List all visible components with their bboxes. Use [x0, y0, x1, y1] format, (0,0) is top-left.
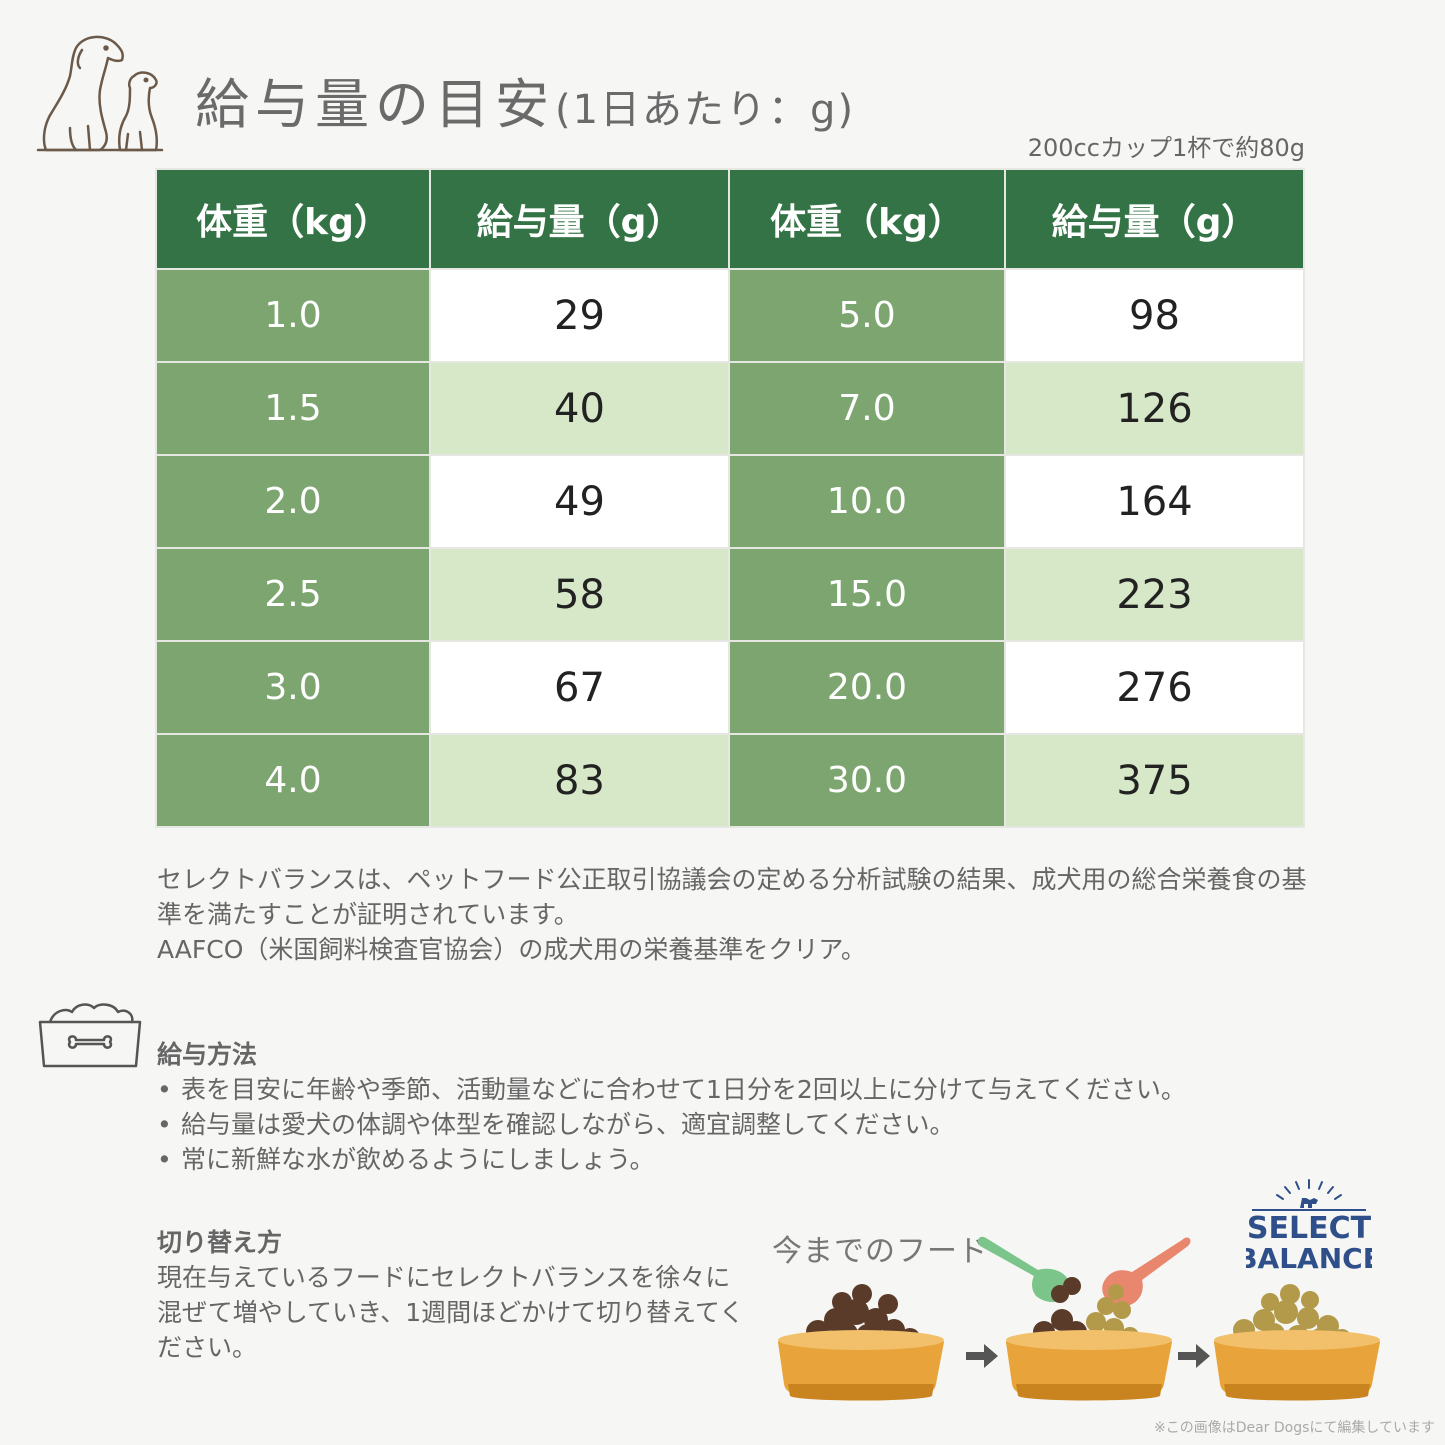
weight-cell: 30.0 [728, 733, 1006, 828]
table-row: 3.0 67 20.0 276 [155, 640, 1305, 735]
certification-notes: セレクトバランスは、ペットフード公正取引協議会の定める分析試験の結果、成犬用の総… [157, 862, 1317, 967]
table-row: 1.5 40 7.0 126 [155, 361, 1305, 456]
weight-cell: 1.0 [155, 268, 431, 363]
table-row: 2.5 58 15.0 223 [155, 547, 1305, 642]
feeding-method-list: 表を目安に年齢や季節、活動量などに合わせて1日分を2回以上に分けて与えてください… [157, 1072, 1257, 1177]
amount-cell: 375 [1004, 733, 1305, 828]
weight-cell: 7.0 [728, 361, 1006, 456]
list-item: 表を目安に年齢や季節、活動量などに合わせて1日分を2回以上に分けて与えてください… [157, 1072, 1257, 1107]
amount-cell: 164 [1004, 454, 1305, 549]
title-main: 給与量の目安 [195, 73, 555, 136]
amount-cell: 276 [1004, 640, 1305, 735]
arrow-right-icon [966, 1344, 998, 1368]
weight-cell: 4.0 [155, 733, 431, 828]
weight-cell: 3.0 [155, 640, 431, 735]
cup-note: 200ccカップ1杯で約80g [1027, 134, 1305, 162]
mixed-food-bowl [977, 1236, 1191, 1401]
weight-cell: 15.0 [728, 547, 1006, 642]
dogs-icon [36, 35, 164, 152]
weight-cell: 10.0 [728, 454, 1006, 549]
new-food-bowl [1214, 1284, 1380, 1401]
feeding-amount-table: 体重（kg） 給与量（g） 体重（kg） 給与量（g） 1.0 29 5.0 9… [155, 168, 1305, 828]
table-row: 1.0 29 5.0 98 [155, 268, 1305, 363]
weight-cell: 2.5 [155, 547, 431, 642]
amount-cell: 83 [429, 733, 730, 828]
feeding-method-section: 給与方法 表を目安に年齢や季節、活動量などに合わせて1日分を2回以上に分けて与え… [157, 1037, 1257, 1177]
feeding-method-title: 給与方法 [157, 1040, 258, 1069]
header-weight-1: 体重（kg） [155, 168, 431, 270]
old-food-bowl [778, 1284, 944, 1401]
amount-cell: 29 [429, 268, 730, 363]
header-amount-2: 給与量（g） [1004, 168, 1305, 270]
amount-cell: 49 [429, 454, 730, 549]
food-transition-illustration [778, 1236, 1380, 1401]
amount-cell: 40 [429, 361, 730, 456]
amount-cell: 98 [1004, 268, 1305, 363]
amount-cell: 58 [429, 547, 730, 642]
image-credit: ※この画像はDear Dogsにて編集しています [1153, 1420, 1435, 1436]
select-balance-logo: SELECT BALANCE [1246, 1179, 1372, 1275]
logo-line-1: SELECT [1247, 1211, 1372, 1246]
page-title: 給与量の目安(1日あたり：g) [195, 60, 855, 139]
table-row: 4.0 83 30.0 375 [155, 733, 1305, 828]
weight-cell: 1.5 [155, 361, 431, 456]
note-line-2: AAFCO（米国飼料検査官協会）の成犬用の栄養基準をクリア。 [157, 935, 866, 964]
switching-section: 切り替え方 現在与えているフードにセレクトバランスを徐々に混ぜて増やしていき、1… [157, 1225, 747, 1365]
header-weight-2: 体重（kg） [728, 168, 1006, 270]
arrow-right-icon [1178, 1344, 1210, 1368]
switching-title: 切り替え方 [157, 1228, 283, 1257]
bowl-bone-icon [38, 1003, 142, 1068]
header-amount-1: 給与量（g） [429, 168, 730, 270]
amount-cell: 223 [1004, 547, 1305, 642]
amount-cell: 126 [1004, 361, 1305, 456]
table-row: 2.0 49 10.0 164 [155, 454, 1305, 549]
dog-silhouette-icon [1300, 1198, 1318, 1208]
amount-cell: 67 [429, 640, 730, 735]
note-line-1: セレクトバランスは、ペットフード公正取引協議会の定める分析試験の結果、成犬用の総… [157, 865, 1307, 929]
switching-text: 現在与えているフードにセレクトバランスを徐々に混ぜて増やしていき、1週間ほどかけ… [157, 1263, 745, 1362]
scoop-icon [977, 1236, 1070, 1303]
table-header-row: 体重（kg） 給与量（g） 体重（kg） 給与量（g） [155, 168, 1305, 270]
title-sub: (1日あたり：g) [555, 87, 856, 133]
logo-line-2: BALANCE [1246, 1242, 1372, 1275]
weight-cell: 2.0 [155, 454, 431, 549]
list-item: 給与量は愛犬の体調や体型を確認しながら、適宜調整してください。 [157, 1107, 1257, 1142]
weight-cell: 5.0 [728, 268, 1006, 363]
current-food-label: 今までのフード [772, 1234, 989, 1269]
scoop-icon [1102, 1237, 1191, 1307]
list-item: 常に新鮮な水が飲めるようにしましょう。 [157, 1142, 1257, 1177]
weight-cell: 20.0 [728, 640, 1006, 735]
